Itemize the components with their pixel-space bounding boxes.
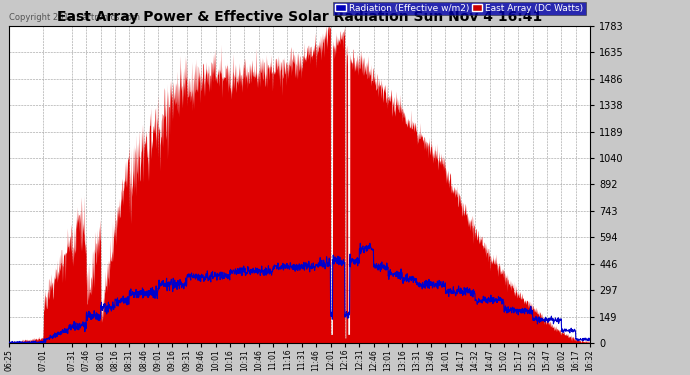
- Text: Copyright 2012 Cartronics.com: Copyright 2012 Cartronics.com: [9, 13, 139, 22]
- Legend: Radiation (Effective w/m2), East Array (DC Watts): Radiation (Effective w/m2), East Array (…: [333, 2, 586, 15]
- Title: East Array Power & Effective Solar Radiation Sun Nov 4 16:41: East Array Power & Effective Solar Radia…: [57, 10, 542, 24]
